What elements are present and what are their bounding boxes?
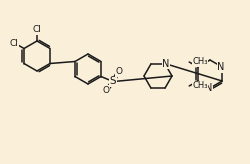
Text: O: O (116, 67, 122, 76)
Text: N: N (162, 59, 170, 69)
Text: Cl: Cl (10, 39, 19, 48)
Text: N: N (205, 83, 213, 93)
Text: CH₃: CH₃ (192, 82, 208, 91)
Text: O: O (102, 86, 110, 95)
Text: N: N (218, 62, 225, 72)
Text: CH₃: CH₃ (192, 58, 208, 66)
Text: S: S (110, 76, 116, 86)
Text: Cl: Cl (32, 25, 42, 34)
